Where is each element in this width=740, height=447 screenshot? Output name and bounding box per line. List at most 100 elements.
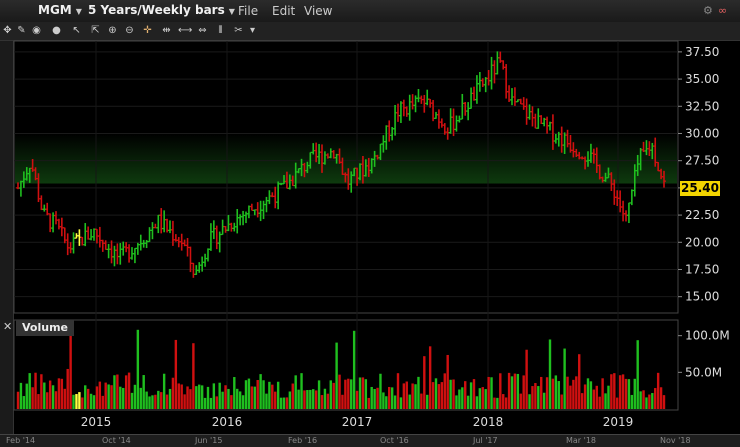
more-icon[interactable]: ▾ [249,25,256,36]
circle-icon[interactable]: ◉ [32,25,41,36]
expand-icon[interactable]: ⟷ [178,25,193,36]
volume-bar [107,384,110,409]
link-icon[interactable]: ∞ [718,4,728,17]
volume-bar [303,390,306,409]
settings-icon[interactable]: ⚙ [703,4,713,17]
volume-bar [621,374,625,409]
zoom-out-icon[interactable]: ⊖ [125,25,134,36]
volume-bar [250,386,254,409]
volume-bar [110,385,113,409]
compress-icon[interactable]: ⇔ [198,25,207,36]
volume-bar [382,392,385,409]
volume-bar [195,386,198,409]
dot-icon[interactable]: ● [52,25,61,36]
close-icon[interactable]: ✕ [3,320,13,333]
drag-icon[interactable]: ✥ [3,25,12,36]
volume-bar [624,378,628,409]
volume-bar [545,377,549,409]
time-axis[interactable]: 2015 2016 2017 2018 2019 [81,415,634,429]
price-tick-label: 20.00 [685,235,719,249]
volume-bar [449,379,452,409]
volume-bar [370,386,373,409]
volume-bar [157,390,160,409]
volume-bar [618,375,622,409]
volume-bar [136,329,140,409]
draw-icon[interactable]: ✎ [17,25,26,36]
crosshair-icon[interactable]: ✛ [143,25,152,36]
volume-bar [613,373,616,409]
menu-file[interactable]: File [238,4,259,18]
volume-bar [627,379,631,409]
volume-bar [174,339,178,409]
zoom-in-icon[interactable]: ⊕ [108,25,117,36]
volume-panel-label: Volume [16,320,74,336]
price-axis[interactable]: 37.5035.0032.5030.0027.5025.0022.5020.00… [678,45,719,304]
volume-bar [288,391,292,409]
volume-bar [224,385,227,409]
menu-edit[interactable]: Edit [272,4,296,18]
volume-bar [46,392,49,409]
volume-bar [171,377,175,409]
volume-bar [116,374,119,409]
volume-bar [314,390,318,409]
volume-bar [390,387,394,409]
price-tick-label: 17.50 [685,262,719,276]
volume-bar [139,387,142,409]
volume-bar [408,394,411,409]
volume-bar [484,389,487,409]
volume-bar [642,390,645,409]
volume-bar [84,385,87,409]
volume-bar [569,385,572,409]
volume-bar [630,394,634,409]
volume-bar [48,380,52,409]
volume-bar [493,397,496,409]
volume-bar [189,389,192,409]
volume-bar [534,383,537,409]
bars-icon[interactable]: ⫴ [218,25,223,36]
period-label: 5 Years/Weekly bars [88,3,225,17]
volume-bar [177,383,180,409]
wrench-icon[interactable]: ✂ [234,25,243,36]
fit-icon[interactable]: ⇹ [162,25,171,36]
volume-bar [306,390,309,409]
volume-bar [399,397,403,409]
volume-bar [367,397,370,409]
volume-bar [37,394,40,409]
volume-bar [402,383,406,409]
volume-bar [645,397,648,409]
last-price-tag: 25.40 [680,181,720,196]
navigator-label: Nov '18 [660,436,691,445]
cursor-icon[interactable]: ↖ [72,25,81,36]
navigator-label: Feb '14 [6,436,36,445]
volume-bar [40,374,43,409]
time-navigator[interactable]: Feb '14 Oct '14 Jun '15 Feb '16 Oct '16 … [0,434,740,447]
volume-bar [309,389,312,409]
volume-bar [502,394,505,409]
volume-bar [452,379,455,409]
ohlc-bar [662,170,666,188]
volume-bar [215,396,218,409]
period-selector[interactable]: 5 Years/Weekly bars ▼ [88,3,235,17]
volume-bar [19,382,23,409]
volume-bar [66,368,69,409]
volume-bar [499,373,502,409]
volume-bar [373,388,376,409]
volume-bar [227,388,230,409]
volume-bar [610,374,613,409]
volume-bar [221,391,224,409]
volume-bar [285,397,289,409]
volume-bar [262,380,265,409]
price-chart[interactable]: 37.5035.0032.5030.0027.5025.0022.5020.00… [0,40,740,434]
volume-bar [580,393,584,409]
volume-bar [361,377,365,409]
volume-bar [186,386,189,409]
menu-view[interactable]: View [304,4,333,18]
volume-bar [279,397,283,409]
symbol-selector[interactable]: MGM ▼ [38,3,82,17]
volume-bar [379,373,382,409]
volume-bar [358,377,362,409]
volume-bar [648,394,651,409]
volume-bar [192,343,195,409]
volume-bar [69,329,72,409]
pointer-icon[interactable]: ⇱ [91,25,100,36]
